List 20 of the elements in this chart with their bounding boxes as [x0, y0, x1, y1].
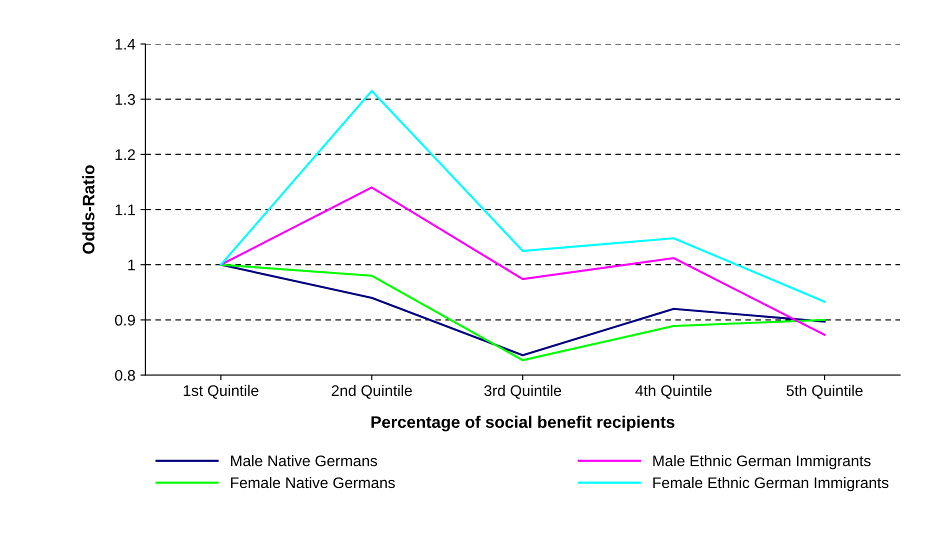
x-tick-label: 1st Quintile: [184, 384, 258, 399]
y-tick-label: 1.3: [116, 94, 135, 105]
legend-label: Female Ethnic German Immigrants: [653, 476, 888, 492]
legend-label: Female Native Germans: [231, 476, 395, 488]
y-tick-label: 0.9: [115, 314, 135, 326]
x-tick-label: 3rd Quintile: [484, 384, 562, 399]
y-tick-label: 1: [128, 260, 135, 270]
y-tick-label: 1.4: [116, 39, 136, 50]
y-axis-title: Odds-Ratio: [82, 165, 94, 254]
line-series: [220, 90, 826, 303]
y-tick-label: 1.1: [116, 204, 135, 216]
x-tick-label: 2nd Quintile: [332, 384, 412, 399]
legend-label: Male Native Germans: [231, 455, 378, 466]
x-axis-title: Percentage of social benefit recipients: [371, 416, 674, 432]
x-tick-label: 5th Quintile: [786, 384, 863, 399]
y-tick-label: 0.8: [115, 370, 135, 381]
line-series: [220, 186, 826, 336]
x-tick-label: 4th Quintile: [635, 384, 712, 399]
legend-label: Male Ethnic German Immigrants: [653, 455, 871, 470]
y-tick-label: 1.2: [116, 149, 135, 160]
